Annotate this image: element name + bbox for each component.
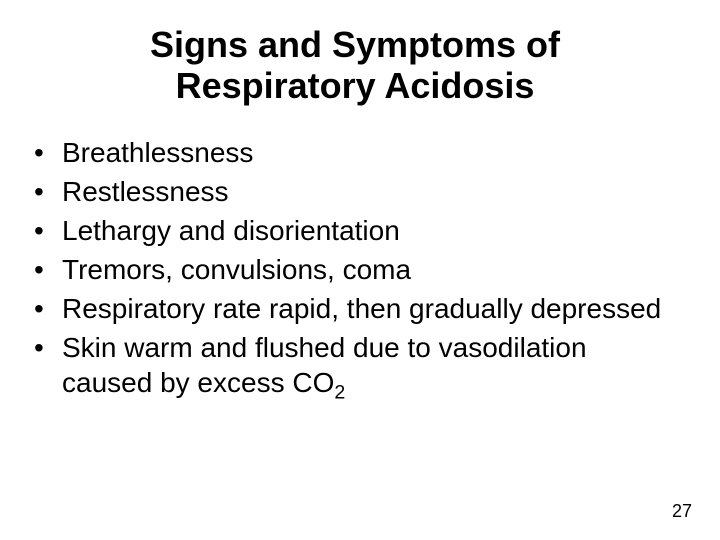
bullet-icon: • bbox=[34, 330, 44, 365]
list-item-text-prefix: Skin warm and flushed due to vasodilatio… bbox=[62, 332, 587, 398]
title-line-2: Respiratory Acidosis bbox=[176, 65, 535, 106]
list-item: • Lethargy and disorientation bbox=[30, 213, 680, 248]
page-number: 27 bbox=[672, 501, 692, 522]
list-item: • Respiratory rate rapid, then gradually… bbox=[30, 291, 680, 326]
slide: Signs and Symptoms of Respiratory Acidos… bbox=[0, 0, 720, 540]
bullet-list: • Breathlessness • Restlessness • Lethar… bbox=[30, 135, 680, 405]
list-item: • Tremors, convulsions, coma bbox=[30, 252, 680, 287]
slide-title: Signs and Symptoms of Respiratory Acidos… bbox=[30, 24, 680, 107]
bullet-icon: • bbox=[34, 174, 44, 209]
bullet-icon: • bbox=[34, 213, 44, 248]
list-item-text: Lethargy and disorientation bbox=[62, 215, 400, 246]
list-item-text: Tremors, convulsions, coma bbox=[62, 254, 411, 285]
list-item: • Skin warm and flushed due to vasodilat… bbox=[30, 330, 680, 405]
list-item-text: Breathlessness bbox=[62, 137, 253, 168]
bullet-icon: • bbox=[34, 135, 44, 170]
subscript: 2 bbox=[334, 381, 345, 403]
list-item-text: Skin warm and flushed due to vasodilatio… bbox=[62, 332, 587, 398]
list-item-text: Respiratory rate rapid, then gradually d… bbox=[62, 293, 661, 324]
title-line-1: Signs and Symptoms of bbox=[150, 24, 560, 65]
list-item-text: Restlessness bbox=[62, 176, 229, 207]
bullet-icon: • bbox=[34, 252, 44, 287]
list-item: • Restlessness bbox=[30, 174, 680, 209]
bullet-icon: • bbox=[34, 291, 44, 326]
list-item: • Breathlessness bbox=[30, 135, 680, 170]
